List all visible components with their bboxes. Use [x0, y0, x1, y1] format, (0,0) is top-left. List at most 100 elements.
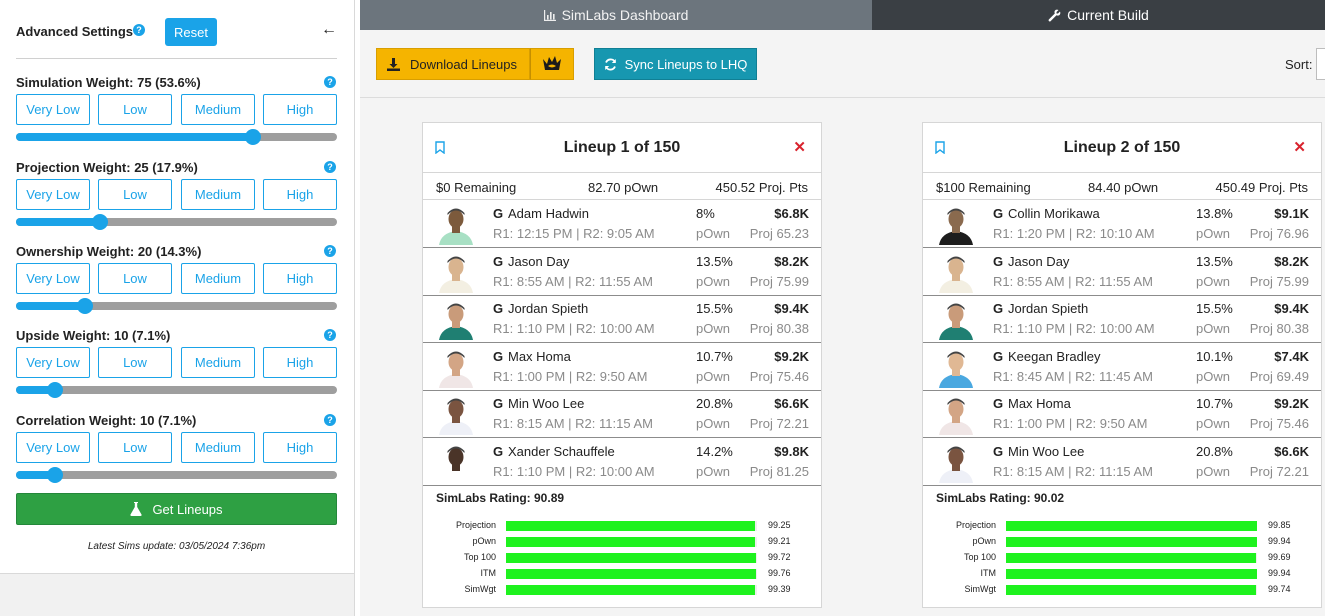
weight-slider[interactable] [16, 467, 337, 483]
preset-medium-button[interactable]: Medium [181, 94, 255, 125]
preset-high-button[interactable]: High [263, 94, 337, 125]
help-icon[interactable]: ? [324, 414, 336, 426]
preset-low-button[interactable]: Low [98, 347, 172, 378]
player-salary: $9.4K [1274, 301, 1309, 316]
player-row[interactable]: G Jordan Spieth R1: 1:10 PM | R2: 10:00 AM… [423, 295, 821, 343]
player-row[interactable]: G Jason Day R1: 8:55 AM | R2: 11:55 AM 13.5… [923, 248, 1321, 296]
wrench-icon [1048, 9, 1061, 21]
preset-very-low-button[interactable]: Very Low [16, 94, 90, 125]
preset-high-button[interactable]: High [263, 179, 337, 210]
slider-fill [16, 133, 253, 141]
tee-times: R1: 1:00 PM | R2: 9:50 AM [993, 416, 1148, 431]
preset-very-low-button[interactable]: Very Low [16, 263, 90, 294]
weight-slider[interactable] [16, 129, 337, 145]
lineup-card: Lineup 2 of 150 ✕ $100 Remaining 84.40 p… [922, 122, 1322, 608]
weight-slider[interactable] [16, 214, 337, 230]
sort-select[interactable] [1316, 48, 1325, 80]
player-row[interactable]: G Max Homa R1: 1:00 PM | R2: 9:50 AM 10.7% p… [423, 343, 821, 391]
tee-times: R1: 8:15 AM | R2: 11:15 AM [993, 463, 1153, 479]
lineup-card-header: Lineup 2 of 150 ✕ [923, 123, 1321, 173]
preset-medium-button[interactable]: Medium [181, 347, 255, 378]
metric-value: 99.94 [1268, 568, 1291, 578]
arrow-left-icon[interactable]: ← [321, 21, 337, 38]
close-icon[interactable]: ✕ [1293, 139, 1306, 156]
player-row[interactable]: G Max Homa R1: 1:00 PM | R2: 9:50 AM 10.7% p… [923, 390, 1321, 438]
help-icon[interactable]: ? [324, 329, 336, 341]
player-name: Jason Day [508, 253, 570, 269]
slider-fill [16, 302, 85, 310]
draftkings-export-button[interactable] [530, 48, 574, 80]
player-row[interactable]: G Jordan Spieth R1: 1:10 PM | R2: 10:00 AM… [923, 295, 1321, 343]
tee-times: R1: 1:10 PM | R2: 10:00 AM [493, 463, 655, 479]
player-projection: Proj 72.21 [749, 416, 809, 431]
rating-metric: Top 100 99.69 [923, 552, 1321, 564]
rating-metric: ITM 99.94 [923, 568, 1321, 580]
download-lineups-button[interactable]: Download Lineups [376, 48, 530, 80]
preset-low-button[interactable]: Low [98, 432, 172, 463]
preset-low-button[interactable]: Low [98, 179, 172, 210]
player-row[interactable]: G Collin Morikawa R1: 1:20 PM | R2: 10:10 … [923, 200, 1321, 248]
player-salary: $8.2K [774, 253, 809, 269]
preset-high-button[interactable]: High [263, 263, 337, 294]
preset-low-button[interactable]: Low [98, 94, 172, 125]
ownership-label: pOwn [1196, 368, 1230, 384]
player-position: G [493, 206, 504, 221]
preset-medium-button[interactable]: Medium [181, 179, 255, 210]
help-icon[interactable]: ? [133, 24, 145, 36]
player-name: Min Woo Lee [508, 396, 585, 411]
bookmark-icon[interactable] [435, 141, 445, 154]
tee-times: R1: 8:55 AM | R2: 11:55 AM [993, 273, 1153, 289]
preset-high-button[interactable]: High [263, 347, 337, 378]
slider-thumb[interactable] [92, 214, 109, 230]
lineup-summary: $0 Remaining 82.70 pOwn 450.52 Proj. Pts [423, 174, 821, 200]
preset-low-button[interactable]: Low [98, 263, 172, 294]
player-ownership: 20.8% [696, 396, 733, 411]
close-icon[interactable]: ✕ [793, 139, 806, 156]
player-row[interactable]: G Xander Schauffele R1: 1:10 PM | R2: 10:0… [423, 438, 821, 486]
player-position: G [493, 348, 504, 364]
metric-bar [506, 521, 757, 531]
player-ownership: 13.5% [1196, 253, 1233, 269]
rating-metric: SimWgt 99.39 [423, 584, 821, 596]
tab-dashboard-label: SimLabs Dashboard [561, 7, 689, 23]
lineup-title: Lineup 1 of 150 [563, 139, 681, 156]
preset-high-button[interactable]: High [263, 432, 337, 463]
player-row[interactable]: G Keegan Bradley R1: 8:45 AM | R2: 11:45 A… [923, 343, 1321, 391]
get-lineups-button[interactable]: Get Lineups [16, 493, 337, 525]
slider-thumb[interactable] [46, 382, 63, 398]
tab-current-build[interactable]: Current Build [872, 0, 1325, 30]
slider-thumb[interactable] [244, 129, 261, 145]
ownership-label: pOwn [696, 463, 730, 479]
tee-times: R1: 8:55 AM | R2: 11:55 AM [493, 273, 653, 289]
preset-very-low-button[interactable]: Very Low [16, 432, 90, 463]
weight-slider[interactable] [16, 382, 337, 398]
weight-slider[interactable] [16, 298, 337, 314]
tab-simlabs-dashboard[interactable]: SimLabs Dashboard [360, 0, 872, 30]
metric-name: Projection [455, 520, 496, 530]
preset-medium-button[interactable]: Medium [181, 263, 255, 294]
slider-thumb[interactable] [77, 298, 93, 314]
metric-bar [1006, 521, 1257, 531]
weight-label: Ownership Weight: 20 (14.3%) [16, 244, 202, 259]
player-salary: $6.6K [1274, 443, 1309, 459]
player-row[interactable]: G Min Woo Lee R1: 8:15 AM | R2: 11:15 AM 20… [423, 390, 821, 438]
slider-thumb[interactable] [46, 467, 63, 483]
preset-very-low-button[interactable]: Very Low [16, 179, 90, 210]
player-row[interactable]: G Jason Day R1: 8:55 AM | R2: 11:55 AM 13.5… [423, 248, 821, 296]
player-row[interactable]: G Min Woo Lee R1: 8:15 AM | R2: 11:15 AM 20… [923, 438, 1321, 486]
preset-very-low-button[interactable]: Very Low [16, 347, 90, 378]
bookmark-icon[interactable] [935, 141, 945, 154]
sync-lineups-button[interactable]: Sync Lineups to LHQ [594, 48, 757, 80]
metric-value: 99.74 [1268, 584, 1291, 594]
player-row[interactable]: G Adam Hadwin R1: 12:15 PM | R2: 9:05 AM 8%… [423, 200, 821, 248]
preset-medium-button[interactable]: Medium [181, 432, 255, 463]
help-icon[interactable]: ? [324, 245, 336, 257]
tee-times: R1: 1:20 PM | R2: 10:10 AM [993, 226, 1155, 241]
help-icon[interactable]: ? [324, 76, 336, 88]
player-avatar [435, 298, 477, 340]
player-ownership: 13.8% [1196, 206, 1233, 221]
metric-bar [506, 585, 757, 595]
reset-button[interactable]: Reset [165, 18, 217, 46]
help-icon[interactable]: ? [324, 161, 336, 173]
player-avatar [435, 345, 477, 388]
